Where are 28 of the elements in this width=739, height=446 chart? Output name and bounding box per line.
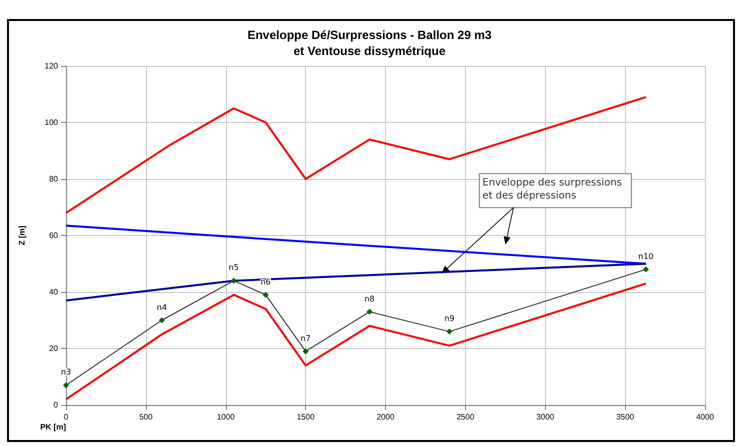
chart-title: Enveloppe Dé/Surpressions - Ballon 29 m3 et Ventouse dissymétrique [247,28,492,58]
x-tick-label: 1500 [296,412,316,422]
data-label: n5 [228,263,239,272]
x-tick-label: 2000 [376,412,395,422]
line-series [65,96,647,214]
data-label: n3 [60,368,72,377]
y-tick-label: 120 [44,62,59,70]
x-tick-label: 3500 [616,412,635,422]
x-axis-title: PK [m] [40,422,66,432]
data-label: n4 [156,302,167,312]
x-tick-label: 2500 [456,412,475,422]
y-tick-label: 80 [49,174,59,184]
data-label: n8 [364,294,375,304]
data-label: n10 [638,252,654,261]
data-label: n9 [444,314,454,324]
x-tick-label: 1000 [216,412,236,422]
x-tick-label: 500 [139,412,154,422]
x-tick-label: 4000 [696,412,714,422]
x-tick-label: 3000 [536,412,555,422]
annotation: Enveloppe des surpressions et des dépressions [482,178,622,202]
y-axis-title: Z [m] [18,225,26,246]
x-tick-label: 0 [64,412,69,422]
y-tick-label: 100 [44,118,59,127]
y-tick-label: 60 [49,231,59,240]
y-tick-label: 0 [54,400,59,410]
y-tick-label: 20 [49,344,59,353]
y-tick-label: 40 [49,288,59,296]
data-label: n7 [300,334,311,343]
